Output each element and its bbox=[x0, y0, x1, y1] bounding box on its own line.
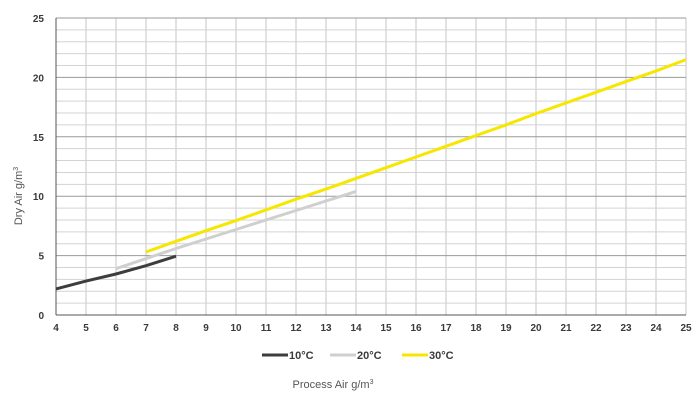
x-tick-label: 5 bbox=[83, 323, 89, 334]
legend-label-3: 30°C bbox=[429, 350, 454, 362]
x-tick-label: 7 bbox=[143, 323, 149, 334]
x-tick-label: 24 bbox=[650, 323, 662, 334]
y-tick-label: 5 bbox=[38, 252, 44, 263]
y-axis-label-superscript: 3 bbox=[13, 167, 20, 171]
x-axis-label: Process Air g/m3 bbox=[293, 379, 374, 391]
x-tick-label: 20 bbox=[530, 323, 542, 334]
x-axis-label-text: Process Air g/m bbox=[293, 379, 370, 391]
x-axis-label-superscript: 3 bbox=[370, 379, 374, 386]
x-tick-label: 10 bbox=[230, 323, 242, 334]
y-axis-label-text: Dry Air g/m bbox=[13, 171, 25, 225]
y-tick-label: 10 bbox=[33, 192, 45, 203]
y-tick-label: 20 bbox=[33, 73, 45, 84]
series-line-1 bbox=[55, 254, 177, 291]
x-tick-label: 6 bbox=[113, 323, 119, 334]
series-line-2 bbox=[115, 189, 357, 271]
x-tick-label: 8 bbox=[173, 323, 179, 334]
grid bbox=[55, 17, 687, 316]
x-tick-label: 12 bbox=[290, 323, 302, 334]
legend: 10°C 20°C 30°C bbox=[262, 350, 454, 362]
x-tick-label: 9 bbox=[203, 323, 209, 334]
legend-label-1: 10°C bbox=[289, 350, 314, 362]
y-tick-label: 0 bbox=[38, 311, 44, 322]
series-line-3 bbox=[145, 58, 687, 254]
x-tick-label: 25 bbox=[680, 323, 692, 334]
y-tick-label: 25 bbox=[33, 14, 45, 25]
series-lines bbox=[55, 58, 687, 291]
x-tick-label: 23 bbox=[620, 323, 632, 334]
x-tick-labels: 4 5 6 7 8 9 10 11 12 13 14 15 16 17 18 19 20 21 22 23 24 25 bbox=[53, 323, 692, 334]
axes bbox=[55, 18, 686, 316]
x-tick-label: 15 bbox=[380, 323, 392, 334]
x-tick-label: 16 bbox=[410, 323, 422, 334]
x-tick-label: 4 bbox=[53, 323, 59, 334]
x-tick-label: 22 bbox=[590, 323, 602, 334]
x-tick-label: 17 bbox=[440, 323, 452, 334]
y-axis-label: Dry Air g/m3 bbox=[13, 167, 25, 225]
x-tick-label: 13 bbox=[320, 323, 332, 334]
legend-label-2: 20°C bbox=[357, 350, 382, 362]
x-tick-label: 14 bbox=[350, 323, 362, 334]
y-tick-labels: 0 5 10 15 20 25 bbox=[33, 14, 45, 322]
x-tick-label: 19 bbox=[500, 323, 512, 334]
x-tick-label: 18 bbox=[470, 323, 482, 334]
y-tick-label: 15 bbox=[33, 133, 45, 144]
x-tick-label: 21 bbox=[560, 323, 572, 334]
x-tick-label: 11 bbox=[261, 323, 272, 334]
